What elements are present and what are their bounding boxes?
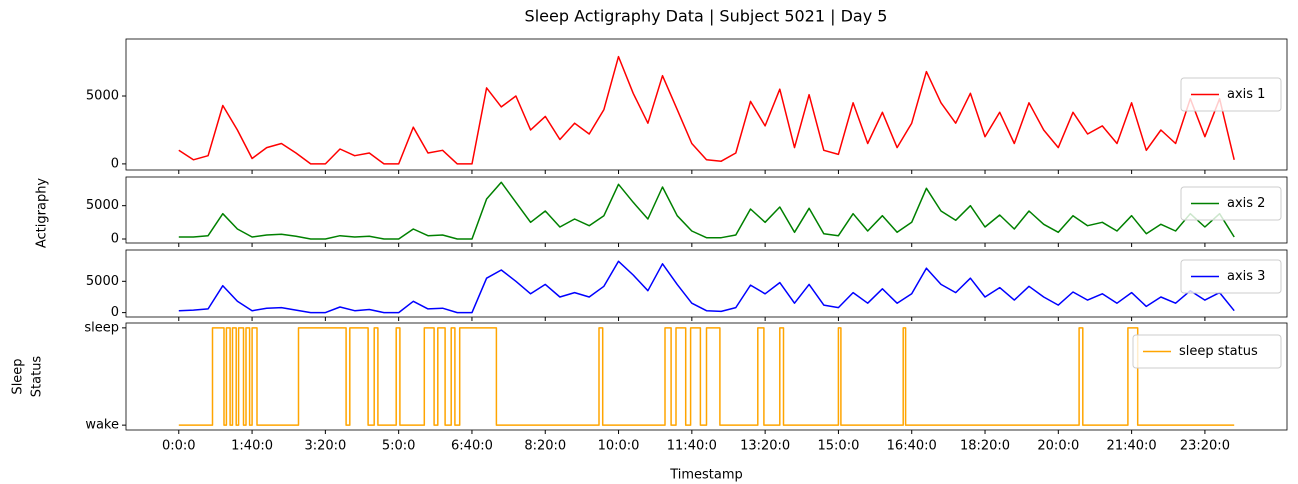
legend-box	[1180, 259, 1282, 294]
x-tick-label: 5:0:0	[382, 439, 416, 454]
y-axis-label: Status	[30, 356, 45, 398]
x-tick-label: 18:20:0	[960, 439, 1010, 454]
y-axis-label: Sleep	[11, 358, 26, 394]
x-tick-label: 11:40:0	[667, 439, 717, 454]
data-line	[178, 260, 1235, 314]
y-tick-label: 5000	[86, 274, 119, 289]
x-tick-label: 8:20:0	[524, 439, 566, 454]
axes-frame	[125, 249, 1288, 318]
legend-label: axis 2	[1227, 196, 1265, 211]
legend-box	[1180, 186, 1282, 221]
axes-frame	[125, 322, 1288, 431]
y-tick-label: wake	[85, 418, 119, 433]
y-tick-label: 5000	[86, 89, 119, 104]
x-tick-label: 10:0:0	[598, 439, 640, 454]
data-line	[178, 55, 1235, 165]
x-tick-label: 16:40:0	[887, 439, 937, 454]
y-axis-label: Actigraphy	[35, 178, 50, 249]
axes-frame	[125, 38, 1288, 171]
x-tick-label: 1:40:0	[231, 439, 273, 454]
legend-label: axis 3	[1227, 269, 1265, 284]
legend-box	[1180, 77, 1282, 112]
x-axis-label: Timestamp	[669, 468, 743, 483]
y-tick-label: 0	[111, 305, 119, 320]
x-tick-label: 20:0:0	[1037, 439, 1079, 454]
x-tick-label: 13:20:0	[740, 439, 790, 454]
legend-label: sleep status	[1179, 344, 1258, 359]
x-tick-label: 23:20:0	[1180, 439, 1230, 454]
chart-title: Sleep Actigraphy Data | Subject 5021 | D…	[525, 7, 888, 26]
x-tick-label: 15:0:0	[818, 439, 860, 454]
data-line	[178, 327, 1235, 426]
x-tick-label: 3:20:0	[304, 439, 346, 454]
y-tick-label: 5000	[86, 198, 119, 213]
x-tick-label: 0:0:0	[162, 439, 196, 454]
x-tick-label: 6:40:0	[451, 439, 493, 454]
data-line	[178, 181, 1235, 240]
y-tick-label: sleep	[84, 320, 119, 335]
axes-frame	[125, 176, 1288, 244]
y-tick-label: 0	[111, 232, 119, 247]
x-tick-label: 21:40:0	[1107, 439, 1157, 454]
legend-box	[1132, 334, 1282, 369]
y-tick-label: 0	[111, 156, 119, 171]
legend-label: axis 1	[1227, 87, 1265, 102]
